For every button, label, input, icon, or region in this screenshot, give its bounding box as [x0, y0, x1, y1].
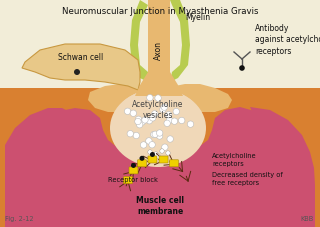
Circle shape: [164, 120, 170, 126]
Text: Acetylcholine
vesicles: Acetylcholine vesicles: [132, 100, 184, 120]
Circle shape: [133, 132, 140, 139]
Circle shape: [140, 156, 145, 161]
Polygon shape: [5, 108, 76, 200]
Polygon shape: [250, 107, 315, 227]
Circle shape: [146, 138, 152, 144]
Text: Muscle cell
membrane: Muscle cell membrane: [136, 196, 184, 216]
Circle shape: [162, 144, 168, 151]
Circle shape: [151, 131, 157, 138]
Circle shape: [131, 163, 136, 168]
FancyBboxPatch shape: [148, 156, 157, 163]
Circle shape: [166, 117, 173, 123]
Circle shape: [173, 108, 180, 115]
Circle shape: [127, 131, 133, 137]
Polygon shape: [22, 44, 140, 90]
Circle shape: [150, 152, 155, 157]
Circle shape: [74, 69, 80, 75]
FancyBboxPatch shape: [129, 167, 138, 174]
Circle shape: [139, 119, 146, 125]
Polygon shape: [135, 0, 183, 96]
Circle shape: [152, 131, 158, 138]
Polygon shape: [88, 84, 232, 112]
Text: KBB: KBB: [301, 216, 314, 222]
Circle shape: [149, 142, 155, 148]
Text: Antibody
against acetylcholine
receptors: Antibody against acetylcholine receptors: [255, 24, 320, 56]
Circle shape: [167, 136, 173, 142]
Text: Neuromuscular Junction in Myasthenia Gravis: Neuromuscular Junction in Myasthenia Gra…: [62, 7, 258, 16]
Circle shape: [187, 121, 194, 127]
Circle shape: [154, 152, 158, 156]
Circle shape: [160, 106, 166, 113]
Circle shape: [166, 151, 170, 155]
Text: Axon: Axon: [154, 40, 163, 59]
Circle shape: [135, 118, 141, 125]
Circle shape: [135, 116, 142, 123]
Circle shape: [161, 104, 167, 110]
FancyBboxPatch shape: [124, 177, 132, 184]
Circle shape: [155, 95, 161, 101]
Circle shape: [148, 150, 152, 154]
Ellipse shape: [110, 89, 206, 167]
FancyBboxPatch shape: [170, 160, 179, 167]
Text: Fig. 2-12: Fig. 2-12: [5, 216, 34, 222]
Circle shape: [136, 121, 143, 128]
Polygon shape: [130, 0, 148, 82]
Circle shape: [130, 110, 137, 116]
Circle shape: [146, 118, 153, 124]
Ellipse shape: [112, 89, 204, 161]
FancyBboxPatch shape: [138, 160, 147, 167]
Text: Receptor block: Receptor block: [108, 177, 158, 183]
Circle shape: [142, 117, 148, 123]
Text: Myelin: Myelin: [185, 13, 210, 22]
Circle shape: [165, 111, 172, 118]
Polygon shape: [170, 0, 190, 82]
Text: Decreased density of
free receptors: Decreased density of free receptors: [212, 172, 283, 185]
Text: Acetylcholine
receptors: Acetylcholine receptors: [212, 153, 257, 167]
Circle shape: [124, 108, 131, 114]
Circle shape: [147, 94, 153, 101]
Circle shape: [156, 130, 163, 136]
Circle shape: [149, 115, 156, 121]
FancyBboxPatch shape: [159, 156, 168, 163]
Circle shape: [179, 117, 185, 124]
Bar: [0, 88, 320, 227]
Circle shape: [171, 118, 178, 124]
Polygon shape: [5, 107, 315, 227]
Circle shape: [152, 111, 158, 117]
Circle shape: [156, 133, 163, 139]
Circle shape: [156, 154, 160, 158]
Circle shape: [160, 149, 164, 153]
Circle shape: [239, 65, 245, 71]
Circle shape: [140, 142, 147, 148]
Text: Schwan cell: Schwan cell: [58, 54, 103, 62]
